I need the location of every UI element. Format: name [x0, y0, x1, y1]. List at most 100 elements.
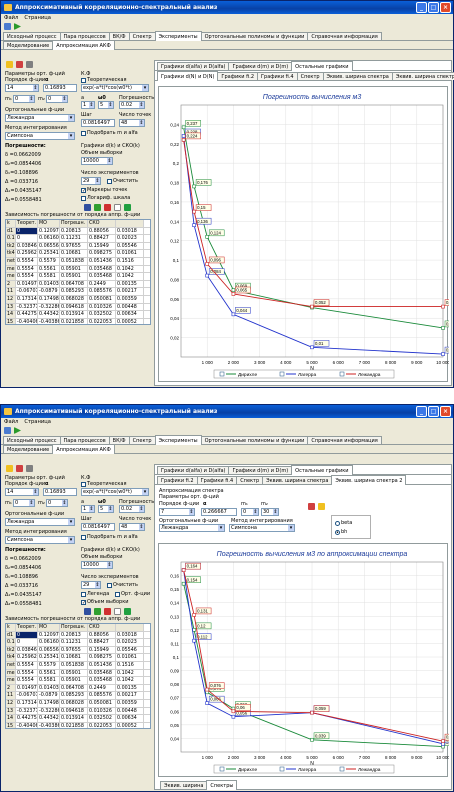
table-cell[interactable]: 0.05901	[60, 677, 88, 684]
table-cell[interactable]: 0.032502	[88, 311, 116, 318]
table-cell[interactable]: 0.098275	[88, 654, 116, 661]
excel-icon[interactable]	[124, 608, 131, 615]
menu-file[interactable]: Файл	[4, 419, 19, 425]
table-row[interactable]: 12 0.17314 0.17498 0.068028 0.050081 0.00359	[6, 295, 150, 304]
table-header-cell[interactable]: СКО	[88, 624, 116, 631]
table-cell[interactable]: 0.038462	[17, 242, 38, 250]
table-cell[interactable]: 0.97655	[60, 242, 88, 250]
table-row[interactable]: 12 0.17314 0.17498 0.068028 0.050081 0.00359	[6, 699, 150, 708]
table-header-cell[interactable]: МО	[38, 220, 60, 227]
table-cell[interactable]: 0.094618	[60, 303, 88, 311]
a-input[interactable]: 1	[81, 101, 95, 109]
table-cell[interactable]: 0.2449	[88, 684, 116, 692]
table-cell[interactable]: -0.40386	[39, 722, 60, 729]
table-cell[interactable]: 0.05901	[60, 273, 88, 280]
table-cell[interactable]: 0.021858	[60, 318, 88, 324]
new-icon[interactable]	[114, 204, 121, 211]
tab-modeling[interactable]: Моделирование	[3, 445, 54, 453]
table-cell[interactable]: 0.88427	[88, 639, 116, 646]
table-cell[interactable]: 0.00448	[116, 707, 144, 715]
table-cell[interactable]: 0.15949	[88, 646, 116, 654]
spec-alpha-input[interactable]: 0.266667	[201, 508, 237, 516]
run-icon[interactable]	[14, 23, 21, 30]
table-cell[interactable]: -0.40406	[17, 318, 38, 325]
table-cell[interactable]: 0.061605	[39, 235, 60, 242]
table-cell[interactable]: -0.0879	[38, 692, 60, 699]
table-cell[interactable]: 0.035468	[88, 669, 116, 677]
table-cell[interactable]: 0.10681	[60, 654, 88, 661]
table-cell[interactable]: 11	[6, 288, 16, 295]
log-checkbox[interactable]: Логариф. шкала	[81, 195, 130, 201]
tab-pair[interactable]: Пара процессов	[59, 436, 110, 444]
table-cell[interactable]: 0.20813	[60, 227, 88, 235]
table-cell[interactable]: 0.5579	[38, 257, 60, 265]
minimize-button[interactable]: _	[416, 406, 427, 417]
a-input[interactable]: 1	[81, 505, 95, 513]
table-cell[interactable]: 0.02023	[116, 235, 144, 242]
table-cell[interactable]: 0.064708	[60, 280, 88, 288]
table-cell[interactable]: 0.1042	[116, 669, 144, 677]
error-table[interactable]: k Теорет. МО Погрешн. СКО d1 0 0.12097 0.20813 0.…	[5, 219, 151, 325]
maximize-button[interactable]: □	[428, 2, 439, 13]
tab-spec[interactable]: Спектр	[236, 476, 264, 484]
table-cell[interactable]: 0.05901	[60, 669, 88, 677]
table-cell[interactable]: 0.014979	[17, 280, 38, 288]
sample-input[interactable]: 10000	[81, 157, 113, 165]
table-cell[interactable]: tk4	[6, 654, 16, 661]
tab-vkf[interactable]: ВК/Ф	[108, 32, 130, 40]
table-cell[interactable]: 0.5554	[16, 273, 38, 280]
table-cell[interactable]: 0.1	[6, 639, 16, 646]
table-row[interactable]: 2 0.014979 0.014038 0.064708 0.2449 0.00135	[6, 280, 150, 289]
table-cell[interactable]: 0.014038	[39, 280, 60, 288]
tab-approx-acf[interactable]: Аппроксимация АКФ	[52, 444, 115, 454]
table-cell[interactable]: 0.88056	[88, 631, 116, 639]
table-cell[interactable]: 0.1	[6, 235, 16, 242]
table-header-cell[interactable]: СКО	[88, 220, 116, 227]
tab-experiments[interactable]: Эксперименты	[154, 435, 202, 445]
table-header-cell[interactable]	[116, 220, 144, 227]
table-cell[interactable]: 0.05546	[116, 646, 144, 654]
table-cell[interactable]: 13	[6, 303, 16, 311]
menu-page[interactable]: Страница	[24, 419, 51, 425]
run-icon[interactable]	[14, 427, 21, 434]
table-cell[interactable]: 0.00359	[116, 699, 144, 707]
table-cell[interactable]: me2b	[6, 677, 16, 684]
table-cell[interactable]: 0.17498	[39, 699, 60, 707]
table-cell[interactable]: 0.5554	[16, 661, 38, 669]
tab-orth[interactable]: Ортогональные полиномы и функции	[200, 436, 309, 444]
table-cell[interactable]: 0.094618	[60, 707, 88, 715]
table-header-cell[interactable]: МО	[38, 624, 60, 631]
table-cell[interactable]: 0.2449	[88, 280, 116, 288]
table-cell[interactable]: 0.00052	[116, 318, 144, 324]
table-cell[interactable]: 0.01061	[116, 654, 144, 661]
table-cell[interactable]: 0.5554	[16, 677, 38, 684]
table-cell[interactable]: 0.00634	[116, 311, 144, 318]
table-cell[interactable]: 11	[6, 692, 16, 699]
table-cell[interactable]: 0.085576	[88, 288, 116, 295]
table-cell[interactable]: 0.1042	[116, 273, 144, 280]
table-cell[interactable]: 0.050081	[88, 295, 116, 303]
table-cell[interactable]: 0.00217	[116, 692, 144, 699]
table-row[interactable]: 14 0.44275 0.44342 0.013914 0.032502 0.00634	[6, 715, 150, 723]
table-cell[interactable]: 0.1042	[116, 265, 144, 273]
table-cell[interactable]: 0.17314	[17, 699, 38, 707]
table-cell[interactable]: 0	[16, 235, 38, 242]
table-cell[interactable]: 0.085293	[60, 692, 88, 699]
npts-input[interactable]: 48	[119, 119, 145, 127]
spec-m1-input[interactable]: 0	[241, 508, 259, 516]
table-cell[interactable]: 0.1516	[116, 661, 144, 669]
table-cell[interactable]: -0.32286	[39, 707, 60, 715]
table-row[interactable]: 13 -0.32377 -0.32286 0.094618 0.010326 0.0044…	[6, 303, 150, 312]
table-cell[interactable]: 0.5554	[16, 257, 38, 265]
table-row[interactable]: tk2 0.038462 0.065564 0.97655 0.15949 0.05546	[6, 646, 150, 655]
copy-icon[interactable]	[26, 61, 33, 68]
table-cell[interactable]: 0.068028	[60, 295, 88, 303]
star-icon[interactable]	[6, 61, 13, 68]
table-cell[interactable]: 0.88427	[88, 235, 116, 242]
table-cell[interactable]: 0.01061	[116, 250, 144, 257]
tab-eq-width[interactable]: Эквив. ширина спектра	[262, 476, 333, 484]
